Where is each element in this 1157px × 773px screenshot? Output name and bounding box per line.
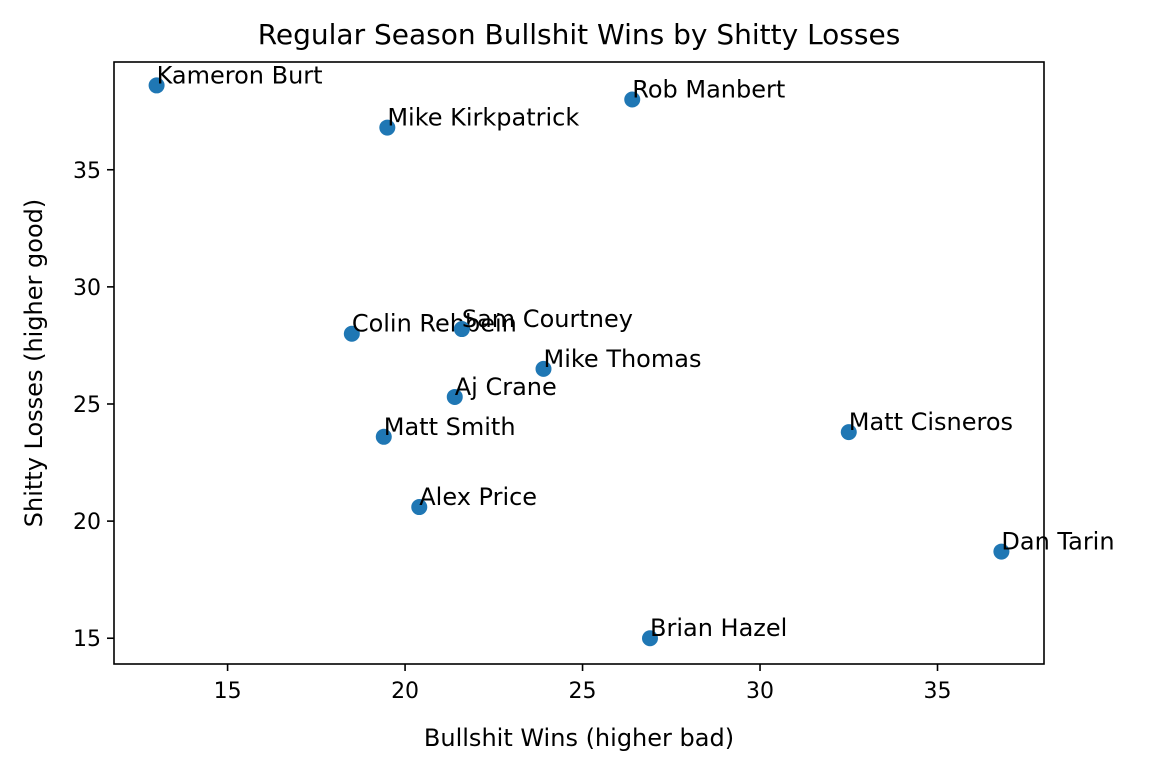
data-point	[453, 321, 470, 338]
data-point-group: Rob Manbert	[624, 75, 785, 108]
data-point-group: Alex Price	[411, 483, 537, 516]
data-point	[641, 630, 658, 647]
x-tick-label: 25	[569, 679, 597, 704]
data-point-label: Sam Courtney	[462, 305, 633, 333]
data-point-group: Matt Smith	[375, 413, 516, 445]
data-point	[624, 91, 641, 108]
data-point	[379, 119, 396, 136]
data-point	[993, 543, 1010, 560]
y-axis-label: Shitty Losses (higher good)	[20, 199, 48, 527]
x-tick-label: 35	[924, 679, 952, 704]
plot-area: Kameron Burt Rob Manbert Mike Kirkpatrick C…	[148, 61, 1115, 647]
x-axis-ticks: 15 20 25 30 35	[214, 664, 952, 704]
y-tick-label: 30	[73, 276, 101, 301]
data-point	[343, 325, 360, 342]
x-tick-label: 30	[746, 679, 774, 704]
y-tick-label: 35	[73, 159, 101, 184]
data-point-label: Mike Thomas	[544, 345, 702, 373]
data-point-label: Matt Smith	[384, 413, 516, 441]
data-point	[148, 77, 165, 94]
x-axis-label: Bullshit Wins (higher bad)	[424, 724, 734, 752]
data-point	[411, 499, 428, 516]
data-point-label: Aj Crane	[455, 373, 557, 401]
y-tick-label: 20	[73, 510, 101, 535]
data-point-label: Dan Tarin	[1001, 528, 1114, 556]
data-point-group: Kameron Burt	[148, 61, 323, 94]
data-point-group: Sam Courtney	[453, 305, 633, 338]
chart-title: Regular Season Bullshit Wins by Shitty L…	[258, 18, 901, 51]
data-point-group: Brian Hazel	[641, 614, 787, 647]
data-point-label: Mike Kirkpatrick	[387, 104, 579, 132]
y-axis-ticks: 15 20 25 30 35	[73, 159, 114, 652]
data-point-group: Matt Cisneros	[840, 408, 1013, 441]
data-point-label: Matt Cisneros	[849, 408, 1013, 436]
data-point-group: Mike Kirkpatrick	[379, 104, 579, 136]
data-point-label: Colin Rehbein	[352, 310, 517, 338]
data-point	[840, 424, 857, 441]
data-point	[446, 388, 463, 405]
data-point-group: Colin Rehbein	[343, 310, 517, 342]
data-point-group: Aj Crane	[446, 373, 557, 405]
x-tick-label: 20	[391, 679, 419, 704]
data-point	[375, 428, 392, 445]
data-point-label: Kameron Burt	[157, 61, 323, 89]
data-point-group: Dan Tarin	[993, 528, 1115, 560]
data-point-label: Brian Hazel	[650, 614, 787, 642]
plot-frame	[113, 61, 1045, 665]
data-point-label: Rob Manbert	[632, 75, 785, 103]
y-tick-label: 15	[73, 627, 101, 652]
data-point-group: Mike Thomas	[535, 345, 702, 377]
y-tick-label: 25	[73, 393, 101, 418]
data-point-label: Alex Price	[419, 483, 537, 511]
x-tick-label: 15	[214, 679, 242, 704]
data-point	[535, 360, 552, 377]
